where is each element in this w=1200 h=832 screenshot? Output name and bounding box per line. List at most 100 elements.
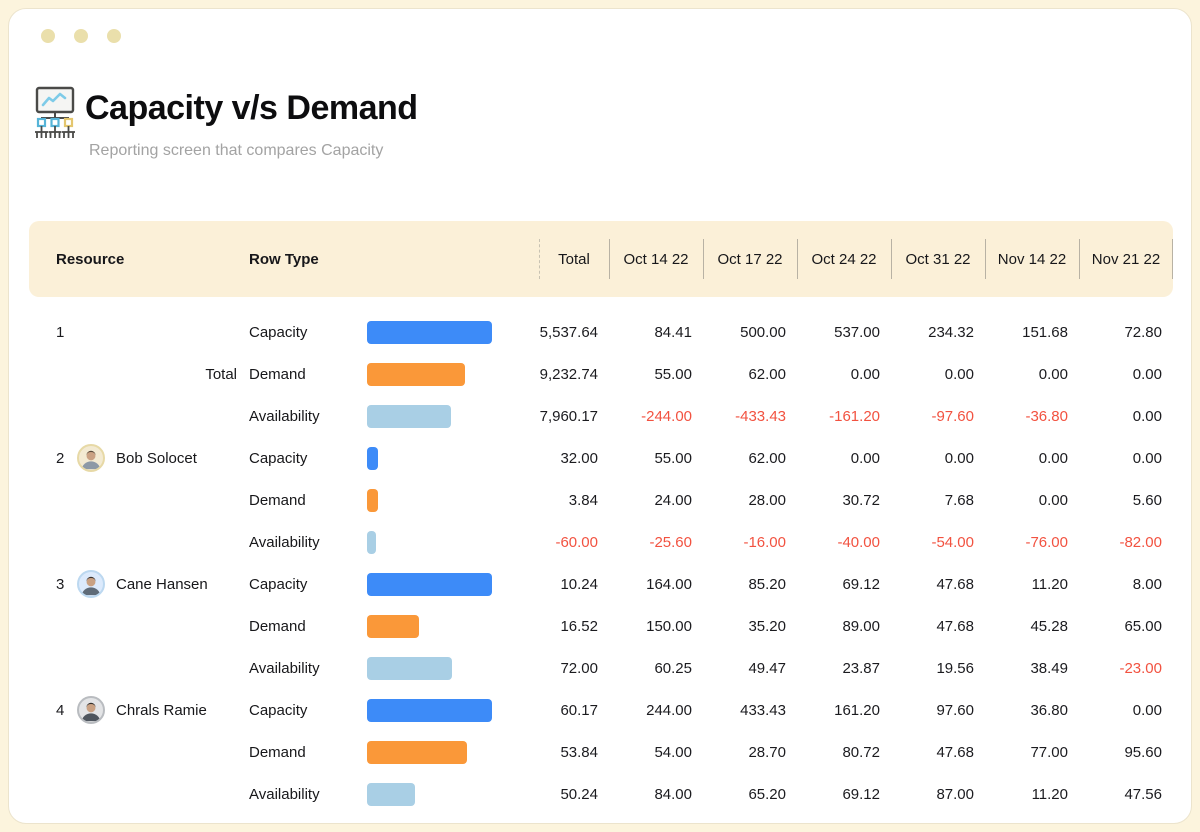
value-cell: 19.56 bbox=[891, 660, 985, 677]
value-cell: 0.00 bbox=[891, 366, 985, 383]
avatar bbox=[77, 696, 105, 724]
value-cell: 5,537.64 bbox=[539, 324, 609, 341]
table-header: Resource Row Type Total Oct 14 22 Oct 17… bbox=[29, 221, 1173, 297]
value-cell: 0.00 bbox=[1079, 450, 1173, 467]
value-cell: -40.00 bbox=[797, 534, 891, 551]
resource-name: Chrals Ramie bbox=[116, 702, 207, 719]
row-type-label: Capacity bbox=[238, 324, 361, 341]
avatar bbox=[77, 444, 105, 472]
value-cell: 0.00 bbox=[1079, 408, 1173, 425]
demand-bar bbox=[367, 615, 419, 638]
resource-name: Cane Hansen bbox=[116, 576, 208, 593]
value-cell: -25.60 bbox=[609, 534, 703, 551]
column-header-date: Nov 21 22 bbox=[1079, 221, 1173, 297]
value-cell: 244.00 bbox=[609, 702, 703, 719]
value-cell: 10.24 bbox=[539, 576, 609, 593]
value-cell: 69.12 bbox=[797, 786, 891, 803]
value-cell: 7.68 bbox=[891, 492, 985, 509]
value-cell: 62.00 bbox=[703, 366, 797, 383]
bar-cell bbox=[361, 783, 539, 806]
value-cell: 77.00 bbox=[985, 744, 1079, 761]
value-cell: 150.00 bbox=[609, 618, 703, 635]
column-header-date: Oct 17 22 bbox=[703, 221, 797, 297]
bar-cell bbox=[361, 699, 539, 722]
value-cell: 24.00 bbox=[609, 492, 703, 509]
value-cell: 60.25 bbox=[609, 660, 703, 677]
page-title: Capacity v/s Demand bbox=[85, 89, 418, 128]
value-cell: 47.56 bbox=[1079, 786, 1173, 803]
value-cell: 45.28 bbox=[985, 618, 1079, 635]
window-dot-icon[interactable] bbox=[107, 29, 121, 43]
value-cell: 47.68 bbox=[891, 576, 985, 593]
value-cell: 72.00 bbox=[539, 660, 609, 677]
bar-cell bbox=[361, 741, 539, 764]
value-cell: -16.00 bbox=[703, 534, 797, 551]
table-row: TotalDemand9,232.7455.0062.000.000.000.0… bbox=[29, 353, 1173, 395]
value-cell: 80.72 bbox=[797, 744, 891, 761]
demand-bar bbox=[367, 363, 465, 386]
page-subtitle: Reporting screen that compares Capacity bbox=[89, 142, 383, 160]
table-row: Availability7,960.17-244.00-433.43-161.2… bbox=[29, 395, 1173, 437]
value-cell: 49.47 bbox=[703, 660, 797, 677]
bar-cell bbox=[361, 489, 539, 512]
column-header-total: Total bbox=[539, 221, 609, 297]
value-cell: -23.00 bbox=[1079, 660, 1173, 677]
row-type-label: Availability bbox=[238, 534, 361, 551]
table-row: Demand16.52150.0035.2089.0047.6845.2865.… bbox=[29, 605, 1173, 647]
column-header-date: Oct 31 22 bbox=[891, 221, 985, 297]
availability-bar bbox=[367, 657, 452, 680]
value-cell: 0.00 bbox=[1079, 702, 1173, 719]
window-controls bbox=[41, 29, 121, 43]
table-row: Availability50.2484.0065.2069.1287.0011.… bbox=[29, 773, 1173, 815]
value-cell: 65.00 bbox=[1079, 618, 1173, 635]
value-cell: 84.41 bbox=[609, 324, 703, 341]
row-type-label: Availability bbox=[238, 786, 361, 803]
value-cell: 69.12 bbox=[797, 576, 891, 593]
value-cell: 16.52 bbox=[539, 618, 609, 635]
resource-cell: 4Chrals Ramie bbox=[29, 696, 238, 724]
capacity-bar bbox=[367, 321, 492, 344]
column-header-row-type: Row Type bbox=[238, 221, 539, 297]
resource-cell: 2Bob Solocet bbox=[29, 444, 238, 472]
table-row: Availability -60.00-25.60-16.00-40.00-54.… bbox=[29, 521, 1173, 563]
value-cell: 87.00 bbox=[891, 786, 985, 803]
value-cell: 72.80 bbox=[1079, 324, 1173, 341]
resource-number: 3 bbox=[56, 576, 66, 593]
value-cell: 161.20 bbox=[797, 702, 891, 719]
value-cell: 23.87 bbox=[797, 660, 891, 677]
value-cell: 30.72 bbox=[797, 492, 891, 509]
table-row: Demand3.8424.0028.0030.727.680.005.60 bbox=[29, 479, 1173, 521]
table-row: 4Chrals RamieCapacity60.17244.00433.4316… bbox=[29, 689, 1173, 731]
window-dot-icon[interactable] bbox=[74, 29, 88, 43]
bar-cell bbox=[361, 321, 539, 344]
resource-name: Total bbox=[205, 366, 237, 383]
value-cell: 0.00 bbox=[985, 492, 1079, 509]
resource-cell: 1 bbox=[29, 324, 238, 341]
value-cell: 35.20 bbox=[703, 618, 797, 635]
column-header-date: Oct 24 22 bbox=[797, 221, 891, 297]
value-cell: -76.00 bbox=[985, 534, 1079, 551]
table-body: 1Capacity5,537.6484.41500.00537.00234.32… bbox=[29, 311, 1173, 815]
capacity-bar bbox=[367, 573, 492, 596]
value-cell: 55.00 bbox=[609, 366, 703, 383]
bar-cell bbox=[361, 363, 539, 386]
value-cell: 54.00 bbox=[609, 744, 703, 761]
row-type-label: Capacity bbox=[238, 450, 361, 467]
value-cell: 11.20 bbox=[985, 576, 1079, 593]
table-row: Demand53.8454.0028.7080.7247.6877.0095.6… bbox=[29, 731, 1173, 773]
value-cell: -161.20 bbox=[797, 408, 891, 425]
row-type-label: Demand bbox=[238, 366, 361, 383]
resource-name: Bob Solocet bbox=[116, 450, 197, 467]
demand-bar bbox=[367, 489, 378, 512]
value-cell: 89.00 bbox=[797, 618, 891, 635]
value-cell: 8.00 bbox=[1079, 576, 1173, 593]
value-cell: 0.00 bbox=[1079, 366, 1173, 383]
window-dot-icon[interactable] bbox=[41, 29, 55, 43]
value-cell: -60.00 bbox=[539, 534, 609, 551]
value-cell: 95.60 bbox=[1079, 744, 1173, 761]
value-cell: 65.20 bbox=[703, 786, 797, 803]
value-cell: -54.00 bbox=[891, 534, 985, 551]
row-type-label: Capacity bbox=[238, 576, 361, 593]
value-cell: 97.60 bbox=[891, 702, 985, 719]
capacity-demand-report: { "window": { "dots": ["window-dot", "wi… bbox=[0, 0, 1200, 832]
